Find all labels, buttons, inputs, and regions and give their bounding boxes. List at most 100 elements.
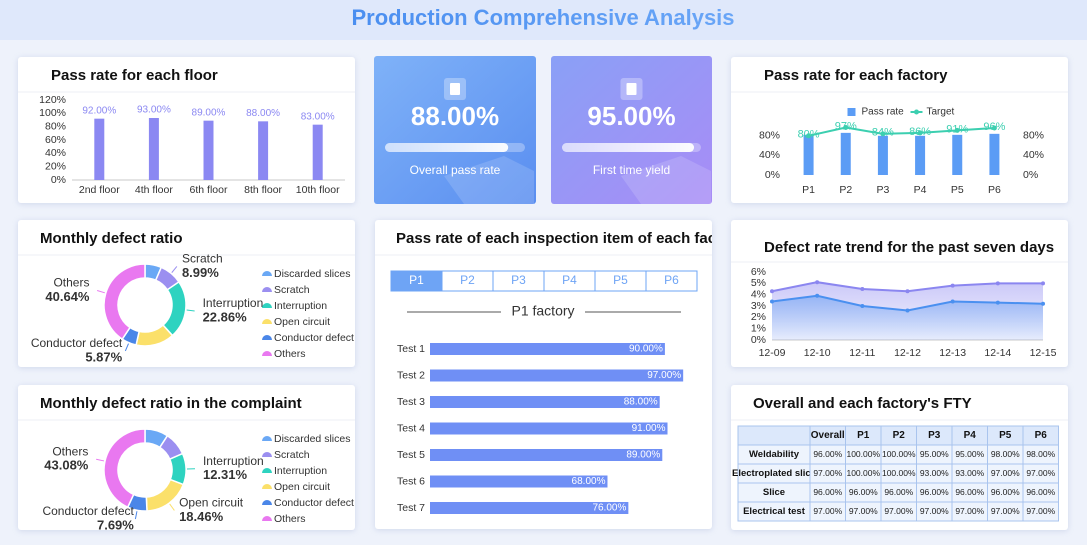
bar xyxy=(430,502,629,514)
tab-label[interactable]: P1 xyxy=(409,273,424,287)
x-tick-label: 8th floor xyxy=(244,184,282,196)
tab-label[interactable]: P6 xyxy=(664,273,679,287)
legend-label: Discarded slices xyxy=(274,268,350,280)
line xyxy=(808,126,995,137)
bar xyxy=(94,118,105,180)
cell-text: 96.00% xyxy=(813,449,842,459)
cell-text: 97.00% xyxy=(1026,506,1055,516)
area xyxy=(772,295,1043,340)
panel-title: Monthly defect ratio in the complaint xyxy=(40,395,302,412)
line-point xyxy=(1041,281,1045,286)
x-tick-label: P5 xyxy=(951,184,964,196)
line-point xyxy=(880,131,886,137)
legend-icon xyxy=(262,468,272,473)
slice-name: Conductor defect xyxy=(31,336,123,350)
cell-text: 96.00% xyxy=(849,487,878,497)
kpi-value: 88.00% xyxy=(411,101,499,131)
legend-label: Discarded slices xyxy=(274,433,350,445)
panel-title: Overall and each factory's FTY xyxy=(753,395,972,412)
value-label: 91% xyxy=(946,123,968,135)
cell-text: 97.00% xyxy=(991,468,1020,478)
tab[interactable] xyxy=(645,270,698,292)
donut-slice xyxy=(103,428,146,509)
tab-label[interactable]: P4 xyxy=(562,273,577,287)
header-text: P3 xyxy=(928,430,941,441)
category-label: Test 5 xyxy=(397,449,425,461)
y-tick-label: 0% xyxy=(765,169,780,181)
slice-name: Others xyxy=(53,276,89,290)
value-label: 80% xyxy=(798,129,820,141)
x-tick-label: 12-11 xyxy=(849,347,875,359)
line-point xyxy=(815,280,820,285)
leader-line xyxy=(169,503,175,511)
bar xyxy=(430,422,668,435)
y2-tick-label: 80% xyxy=(1023,130,1044,142)
y-tick-label: 120% xyxy=(39,94,66,106)
value-label: 89.00% xyxy=(192,107,226,118)
cell-text: 97.00% xyxy=(955,506,984,516)
x-tick-label: 12-13 xyxy=(939,347,966,359)
slice-value: 43.08% xyxy=(44,458,89,473)
page-title: Production Comprehensive Analysis xyxy=(351,5,734,30)
header-text: P6 xyxy=(1035,430,1048,441)
y-tick-label: 3% xyxy=(751,300,766,312)
value-label: 90.00% xyxy=(629,344,663,355)
x-tick-label: 12-12 xyxy=(894,347,921,359)
cell-text: 97.00% xyxy=(884,506,913,516)
value-label: 76.00% xyxy=(592,503,626,514)
cell-text: 98.00% xyxy=(991,449,1020,459)
line-point xyxy=(905,289,910,294)
header-text: Overall xyxy=(811,430,845,441)
tab-label[interactable]: P5 xyxy=(613,273,628,287)
value-label: 89.00% xyxy=(626,450,660,461)
y-tick-label: 80% xyxy=(759,130,780,142)
legend-label: Conductor defect xyxy=(274,497,354,509)
slice-value: 5.87% xyxy=(85,349,122,364)
panel xyxy=(18,385,355,530)
y-tick-label: 100% xyxy=(39,107,66,119)
cell-text: 100.00% xyxy=(882,468,916,478)
cell-text: 95.00% xyxy=(955,449,984,459)
leader-line xyxy=(171,266,178,273)
bar xyxy=(840,132,851,175)
legend-label: Open circuit xyxy=(274,481,330,493)
bar xyxy=(430,396,660,408)
x-tick-label: 12-09 xyxy=(759,347,786,359)
line-point xyxy=(1041,301,1045,306)
line-point xyxy=(991,125,997,131)
cell-text: 96.00% xyxy=(884,487,913,497)
cell-text: 97.00% xyxy=(1026,468,1055,478)
bar xyxy=(803,134,814,175)
header-text: P5 xyxy=(999,430,1012,441)
row-header: Electrical test xyxy=(743,506,806,517)
tab-label[interactable]: P2 xyxy=(460,273,475,287)
row-header: Weldability xyxy=(749,449,800,460)
cell-text: 97.00% xyxy=(920,506,949,516)
line-point xyxy=(843,124,849,130)
bar xyxy=(430,475,608,488)
legend-label: Interruption xyxy=(274,465,327,477)
header-bar xyxy=(0,0,1087,40)
slice-name: Open circuit xyxy=(179,496,244,510)
donut-slice xyxy=(103,263,146,341)
category-label: Test 6 xyxy=(397,475,425,487)
cell-text: 93.00% xyxy=(955,468,984,478)
header-cell xyxy=(737,425,811,446)
value-label: 88.00% xyxy=(246,108,280,119)
tab-label[interactable]: P3 xyxy=(511,273,526,287)
x-tick-label: 6th floor xyxy=(190,184,228,196)
cell-text: 98.00% xyxy=(1026,449,1055,459)
kpi-value: 95.00% xyxy=(587,101,675,131)
cell-text: 100.00% xyxy=(846,449,880,459)
y-tick-label: 2% xyxy=(751,311,766,323)
cell-text: 96.00% xyxy=(1026,487,1055,497)
value-label: 86% xyxy=(909,126,931,138)
cell-text: 96.00% xyxy=(955,487,984,497)
legend-icon xyxy=(262,287,272,292)
legend-icon xyxy=(262,516,272,521)
leader-line xyxy=(97,290,105,294)
slice-name: Conductor defect xyxy=(42,504,134,518)
panel-title: Pass rate for each factory xyxy=(764,67,948,84)
